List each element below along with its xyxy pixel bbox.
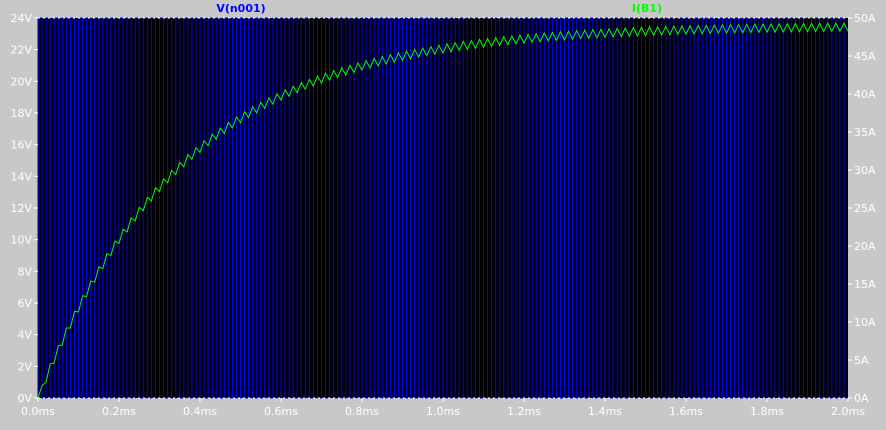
- left-tick-label: 16V: [10, 139, 32, 152]
- x-tick-label: 1.2ms: [507, 405, 541, 418]
- left-tick-label: 2V: [17, 360, 32, 373]
- left-tick-label: 0V: [17, 392, 32, 405]
- x-tick-label: 1.8ms: [750, 405, 784, 418]
- right-tick-label: 50A: [854, 12, 876, 25]
- right-tick-label: 20A: [854, 240, 876, 253]
- left-tick-label: 14V: [10, 170, 32, 183]
- x-tick-label: 1.4ms: [588, 405, 622, 418]
- right-tick-label: 5A: [854, 354, 869, 367]
- right-tick-label: 15A: [854, 278, 876, 291]
- x-tick-label: 0.2ms: [102, 405, 136, 418]
- left-tick-label: 6V: [17, 297, 32, 310]
- left-tick-label: 12V: [10, 202, 32, 215]
- x-tick-label: 0.6ms: [264, 405, 298, 418]
- right-tick-label: 25A: [854, 202, 876, 215]
- x-axis: 0.0ms 0.2ms 0.4ms 0.6ms 0.8ms 1.0ms 1.2ms 1.4ms…: [21, 398, 865, 418]
- series-label-i-b1[interactable]: I(B1): [632, 2, 662, 15]
- x-tick-label: 0.4ms: [183, 405, 217, 418]
- x-tick-label: 1.0ms: [426, 405, 460, 418]
- left-tick-label: 24V: [10, 12, 32, 25]
- x-tick-label: 2.0ms: [831, 405, 865, 418]
- right-tick-label: 45A: [854, 50, 876, 63]
- right-axis: 0A 5A 10A 15A 20A 25A 30A 35A 40A 45A 50A: [848, 12, 876, 405]
- left-tick-label: 4V: [17, 329, 32, 342]
- series-line-i-b1: [37, 21, 849, 399]
- left-tick-label: 8V: [17, 265, 32, 278]
- series-line-v-n001: [37, 17, 848, 399]
- right-tick-label: 0A: [854, 392, 869, 405]
- left-tick-label: 20V: [10, 75, 32, 88]
- x-tick-label: 0.8ms: [345, 405, 379, 418]
- left-tick-label: 10V: [10, 234, 32, 247]
- right-tick-label: 35A: [854, 126, 876, 139]
- right-tick-label: 10A: [854, 316, 876, 329]
- x-tick-label: 1.6ms: [669, 405, 703, 418]
- left-tick-label: 18V: [10, 107, 32, 120]
- left-axis: 0V 2V 4V 6V 8V 10V 12V 14V 16V 18V 20V 22V 24V: [10, 12, 38, 405]
- right-tick-label: 30A: [854, 164, 876, 177]
- x-tick-label: 0.0ms: [21, 405, 55, 418]
- series-label-v-n001[interactable]: V(n001): [216, 2, 265, 15]
- left-tick-label: 22V: [10, 44, 32, 57]
- right-tick-label: 40A: [854, 88, 876, 101]
